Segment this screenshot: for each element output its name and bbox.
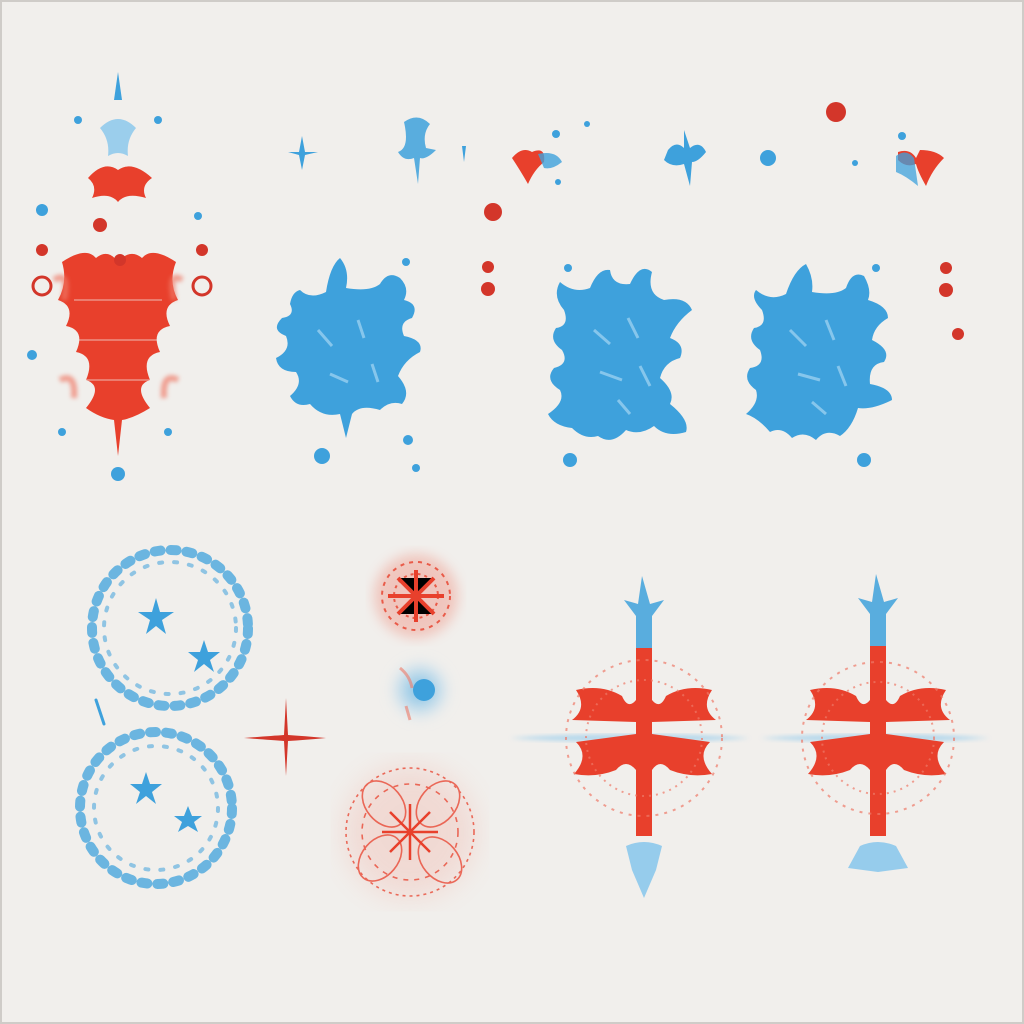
blue-dot [194,212,202,220]
red-lace-rosette-lower [344,766,476,898]
red-ring [191,275,213,297]
blue-blot-2 [481,203,692,467]
blue-dot [58,428,66,436]
red-dot [940,262,952,274]
blue-blot-3 [746,262,964,467]
red-dot [196,244,208,256]
red-dot [952,328,964,340]
red-dot [939,283,953,297]
blue-blot-1 [276,258,421,472]
red-ring [31,275,53,297]
blue-dot [27,350,37,360]
red-cross-sparkle [244,698,326,776]
red-dot [114,254,126,266]
blue-dot [164,428,172,436]
red-dot [93,218,107,232]
red-lace-rosette-upper [374,554,458,638]
blue-dot [154,116,162,124]
red-tall-snowflake [27,72,213,481]
red-blue-star-1 [510,576,750,898]
red-blue-star-2 [760,574,990,872]
red-dot [826,102,846,122]
top-small-sparkles [288,102,944,186]
blue-glow-dot [386,656,454,724]
red-dot [36,244,48,256]
blue-lace-wreath-upper [87,545,253,726]
blue-dot [36,204,48,216]
blue-dot [74,116,82,124]
blue-lace-wreath-lower [75,727,237,889]
red-dot [484,203,502,221]
red-dot [481,282,495,296]
red-dot [482,261,494,273]
blue-dot [111,467,125,481]
